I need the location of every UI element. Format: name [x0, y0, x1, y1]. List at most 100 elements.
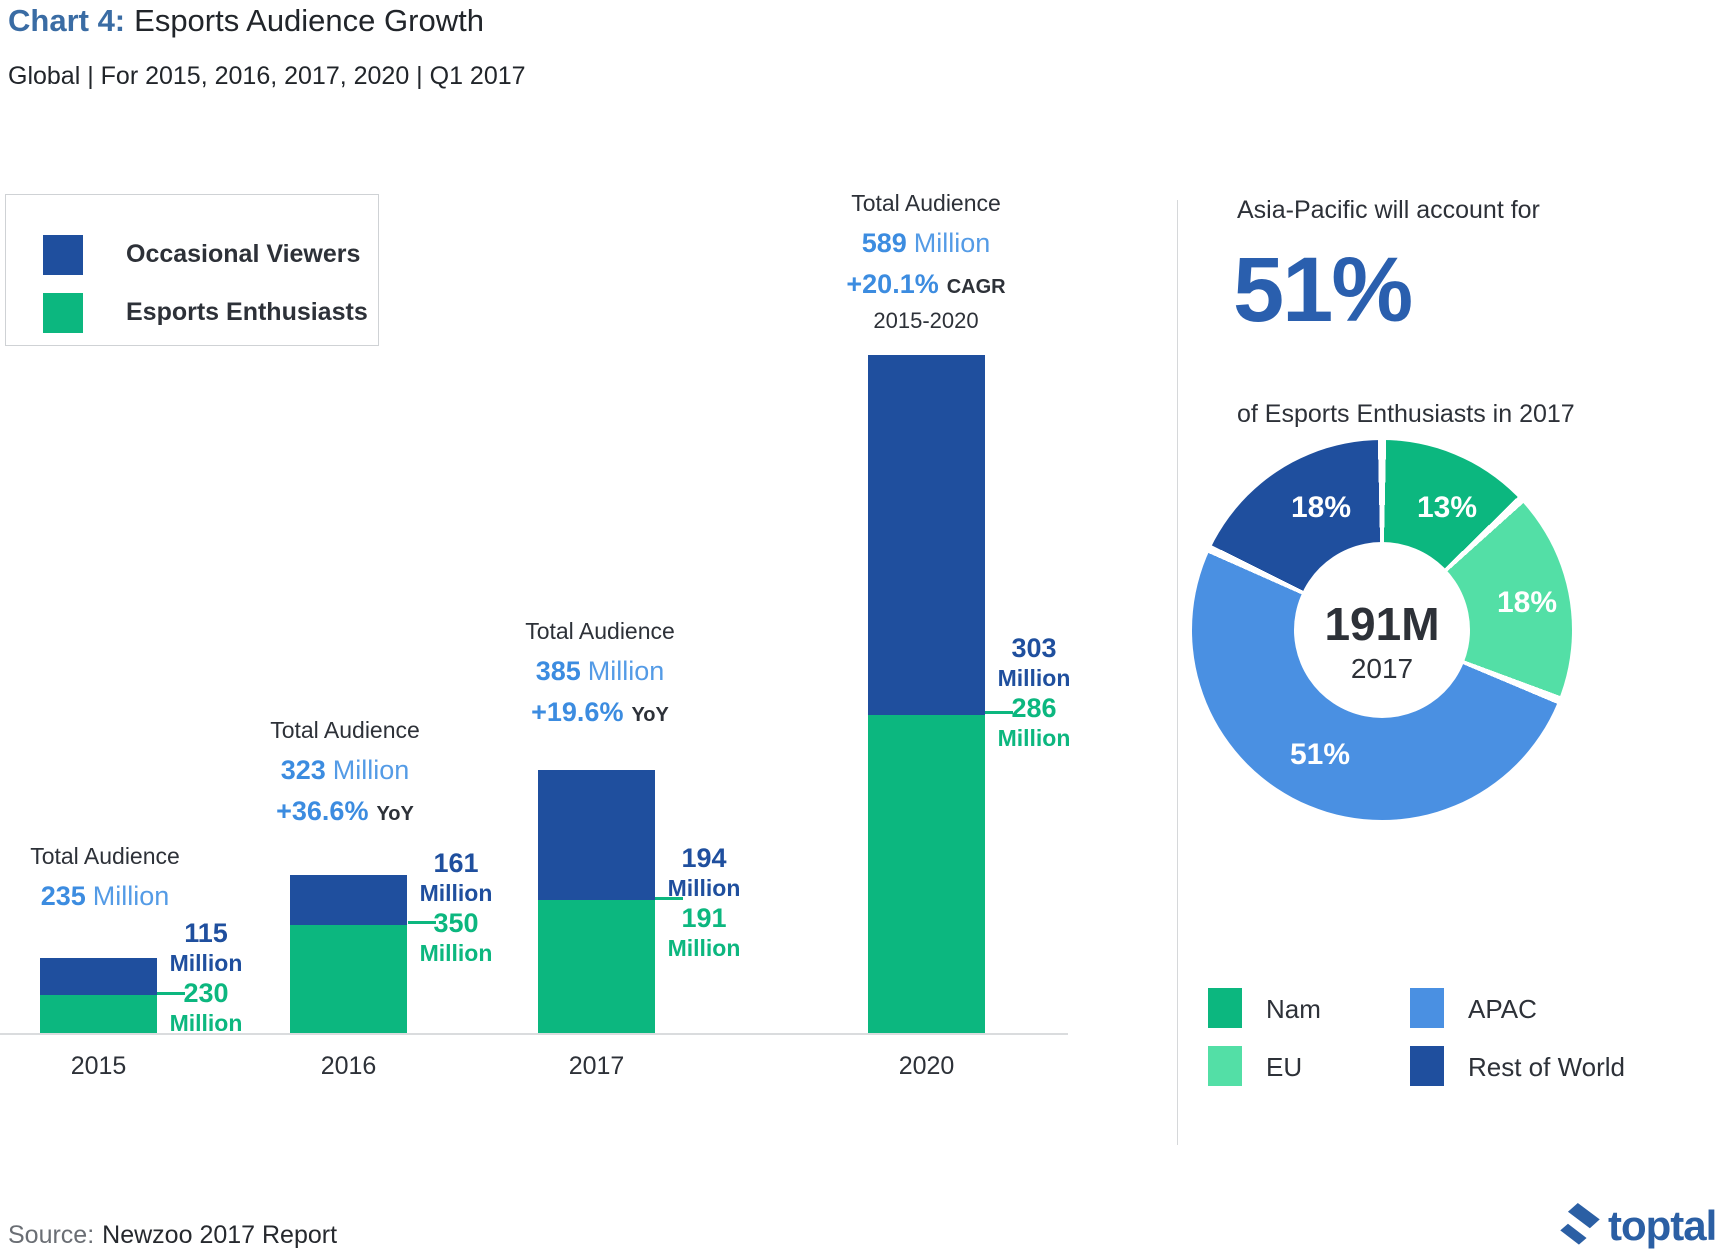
values-2016: 161 Million 350 Million	[410, 848, 502, 968]
donut-heading-top: Asia-Pacific will account for	[1237, 196, 1540, 224]
values-2016-occasional-unit: Million	[419, 880, 493, 906]
values-2020-occasional-unit: Million	[997, 665, 1071, 691]
source-prefix: Source:	[8, 1221, 95, 1249]
annotation-2017-growth: +19.6%	[531, 697, 624, 727]
annotation-2016-label: Total Audience	[270, 717, 420, 743]
values-2017-enthusiasts-unit: Million	[667, 935, 741, 961]
source-line: Source: Newzoo 2017 Report	[8, 1221, 337, 1250]
annotation-2017-unit: Million	[587, 656, 665, 686]
annotation-2017: Total Audience 385 Million +19.6% YoY	[495, 618, 705, 728]
values-2015-occasional: 115	[184, 918, 228, 948]
annotation-2020-value: 589	[861, 228, 907, 258]
annotation-2016-growth-suffix: YoY	[376, 803, 414, 825]
annotation-2016-unit: Million	[332, 755, 410, 785]
bar-2020-enthusiasts-segment	[868, 715, 985, 1035]
donut-hole	[1294, 542, 1470, 718]
bar-2020	[868, 355, 985, 1035]
annotation-2015-unit: Million	[92, 881, 170, 911]
donut-legend-label-nam: Nam	[1266, 994, 1321, 1024]
slice-label-rest-of-world: 18%	[1290, 491, 1352, 524]
legend-label-enthusiasts: Esports Enthusiasts	[126, 298, 368, 326]
values-2015-occasional-unit: Million	[169, 950, 243, 976]
annotation-2016-value: 323	[280, 755, 326, 785]
annotation-2020-label: Total Audience	[851, 190, 1001, 216]
chart-number: Chart 4:	[8, 3, 126, 38]
toptal-wordmark: toptal	[1608, 1202, 1717, 1249]
slice-label-nam: 13%	[1416, 491, 1478, 524]
donut-heading-big: 51%	[1233, 239, 1413, 341]
bar-2015-occasional-segment	[40, 958, 157, 995]
values-2017-enthusiasts: 191	[681, 903, 727, 933]
slice-label-eu: 18%	[1496, 586, 1558, 619]
bar-2015-enthusiasts-segment	[40, 995, 157, 1035]
values-2017-occasional: 194	[681, 843, 727, 873]
annotation-2020: Total Audience 589 Million +20.1% CAGR 201…	[816, 190, 1036, 334]
values-2015-enthusiasts: 230	[183, 978, 229, 1008]
legend-label-occasional: Occasional Viewers	[126, 240, 361, 268]
donut-center-year: 2017	[1350, 653, 1414, 684]
annotation-2017-label: Total Audience	[525, 618, 675, 644]
connector-2017	[655, 897, 683, 900]
bar-2016	[290, 875, 407, 1035]
connector-2016	[408, 921, 436, 924]
chart-title: Esports Audience Growth	[134, 3, 484, 38]
x-tick-2015: 2015	[70, 1052, 127, 1080]
annotation-2015-value: 235	[40, 881, 86, 911]
values-2016-enthusiasts-unit: Million	[419, 940, 493, 966]
values-2017-occasional-unit: Million	[667, 875, 741, 901]
values-2020-enthusiasts-unit: Million	[997, 725, 1071, 751]
values-2015: 115 Million 230 Million	[160, 918, 252, 1038]
x-tick-2017: 2017	[568, 1052, 625, 1080]
bar-2017-enthusiasts-segment	[538, 900, 655, 1035]
panel-divider	[1177, 200, 1178, 1145]
donut-legend-label-eu: EU	[1266, 1052, 1303, 1082]
connector-2020	[985, 711, 1013, 714]
bar-legend: Occasional Viewers Esports Enthusiasts	[5, 194, 379, 346]
donut-legend-label-apac: APAC	[1468, 994, 1537, 1024]
source-text: Newzoo 2017 Report	[102, 1221, 338, 1249]
donut-heading-bottom: of Esports Enthusiasts in 2017	[1237, 400, 1575, 428]
slice-label-apac: 51%	[1289, 738, 1351, 771]
bar-2017	[538, 770, 655, 1035]
donut-chart: 191M 2017 18% 13% 18% 51%	[1192, 440, 1572, 820]
donut-legend-swatch-nam	[1208, 988, 1242, 1028]
values-2020-enthusiasts: 286	[1011, 693, 1057, 723]
annotation-2015-label: Total Audience	[30, 843, 180, 869]
donut-legend-swatch-eu	[1208, 1046, 1242, 1086]
toptal-logo: toptal	[1560, 1202, 1717, 1250]
connector-2015	[157, 992, 185, 995]
legend-swatch-enthusiasts	[43, 293, 83, 333]
page-title: Chart 4: Esports Audience Growth	[8, 2, 484, 40]
bar-2017-occasional-segment	[538, 770, 655, 900]
annotation-2017-growth-suffix: YoY	[631, 704, 669, 726]
annotation-2016-growth: +36.6%	[276, 796, 369, 826]
values-2017: 194 Million 191 Million	[658, 843, 750, 963]
values-2020: 303 Million 286 Million	[988, 633, 1080, 753]
annotation-2017-value: 385	[535, 656, 581, 686]
bar-2016-occasional-segment	[290, 875, 407, 925]
annotation-2020-unit: Million	[913, 228, 991, 258]
annotation-2020-period: 2015-2020	[873, 308, 979, 333]
annotation-2015: Total Audience 235 Million	[0, 843, 210, 922]
values-2016-occasional: 161	[433, 848, 479, 878]
bar-2020-occasional-segment	[868, 355, 985, 715]
donut-center-value: 191M	[1324, 598, 1440, 650]
annotation-2016: Total Audience 323 Million +36.6% YoY	[240, 717, 450, 827]
values-2015-enthusiasts-unit: Million	[169, 1010, 243, 1036]
toptal-mark-icon	[1560, 1203, 1600, 1245]
legend-swatch-occasional	[43, 235, 83, 275]
bar-2015	[40, 958, 157, 1035]
donut-legend-label-rest-of-world: Rest of World	[1468, 1052, 1626, 1082]
donut-legend-swatch-apac	[1410, 988, 1444, 1028]
x-tick-2016: 2016	[320, 1052, 377, 1080]
values-2020-occasional: 303	[1011, 633, 1057, 663]
annotation-2020-growth: +20.1%	[846, 269, 939, 299]
values-2016-enthusiasts: 350	[433, 908, 479, 938]
annotation-2020-growth-suffix: CAGR	[946, 276, 1006, 298]
x-tick-2020: 2020	[898, 1052, 955, 1080]
donut-legend-swatch-rest-of-world	[1410, 1046, 1444, 1086]
chart-subtitle: Global | For 2015, 2016, 2017, 2020 | Q1…	[8, 62, 526, 90]
x-axis-line	[0, 1033, 1068, 1035]
bar-2016-enthusiasts-segment	[290, 925, 407, 1035]
